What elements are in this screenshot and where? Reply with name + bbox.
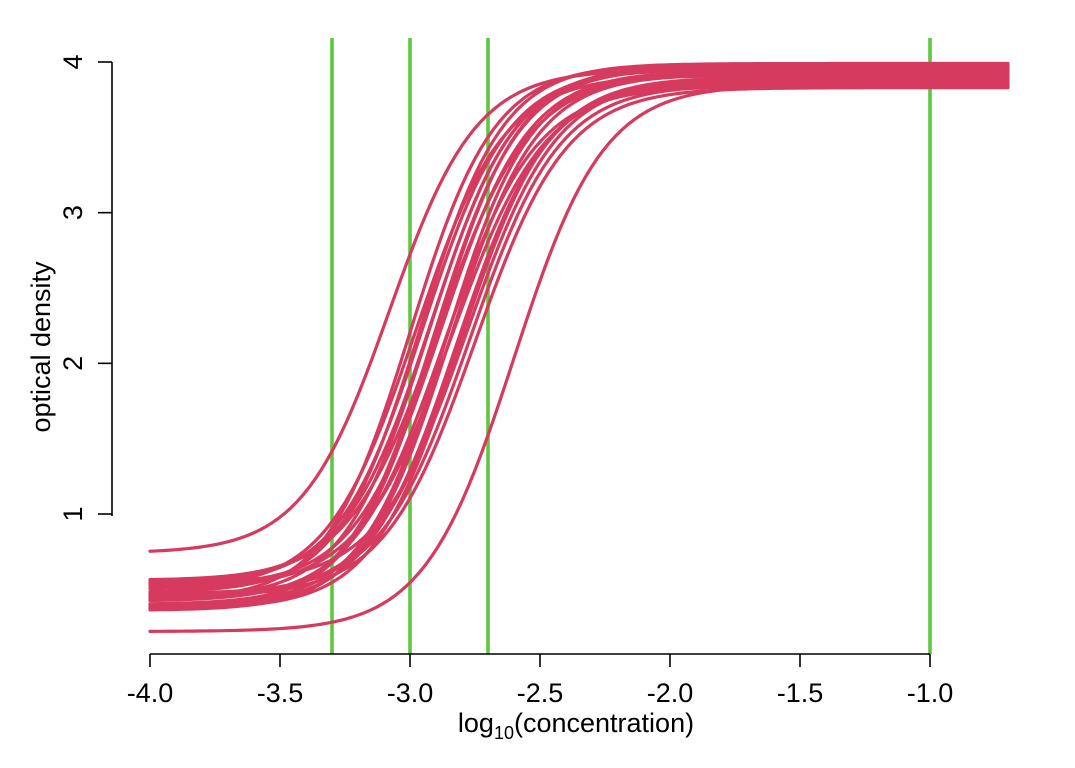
y-tick-label: 1 [58, 506, 88, 521]
x-tick-label: -1.0 [907, 678, 954, 708]
x-tick-label: -2.5 [517, 678, 564, 708]
series-curve [148, 67, 1010, 586]
series-curve [148, 79, 1010, 611]
x-tick-label: -4.0 [127, 678, 174, 708]
x-tick-label: -3.5 [257, 678, 304, 708]
x-tick-label: -1.5 [777, 678, 824, 708]
y-axis: 1 2 3 4 [58, 54, 113, 522]
series-curve [148, 83, 1010, 596]
series-curve [148, 72, 1010, 612]
series-curve [148, 81, 1010, 591]
series-curve [148, 84, 1010, 603]
x-axis: -4.0 -3.5 -3.0 -2.5 -2.0 -1.5 -1.0 [127, 653, 954, 708]
x-axis-label: log10(concentration) [458, 708, 694, 743]
x-axis-label-base: log [458, 708, 494, 738]
y-axis-label: optical density [26, 261, 56, 433]
reference-lines [330, 38, 932, 654]
y-tick-label: 3 [58, 205, 88, 220]
x-axis-label-rest: (concentration) [514, 708, 694, 738]
series-curve [148, 61, 1010, 594]
y-tick-label: 4 [58, 54, 88, 69]
series-curve [148, 76, 1010, 585]
series-curve [148, 66, 1010, 607]
series-curve [148, 70, 1010, 606]
x-axis-label-subscript: 10 [494, 723, 514, 743]
series-curve [148, 73, 1010, 590]
series-curve [148, 69, 1010, 588]
series-curve [148, 67, 1010, 553]
x-tick-label: -2.0 [647, 678, 694, 708]
series-curve [148, 83, 1010, 633]
y-tick-label: 2 [58, 356, 88, 371]
series-curve [148, 78, 1010, 609]
series-curve [148, 86, 1010, 599]
x-tick-label: -3.0 [387, 678, 434, 708]
series-curve [148, 64, 1010, 582]
series-curve [148, 72, 1010, 583]
series-curve [148, 63, 1010, 606]
series-curve [148, 63, 1010, 601]
series-curves [148, 61, 1010, 633]
